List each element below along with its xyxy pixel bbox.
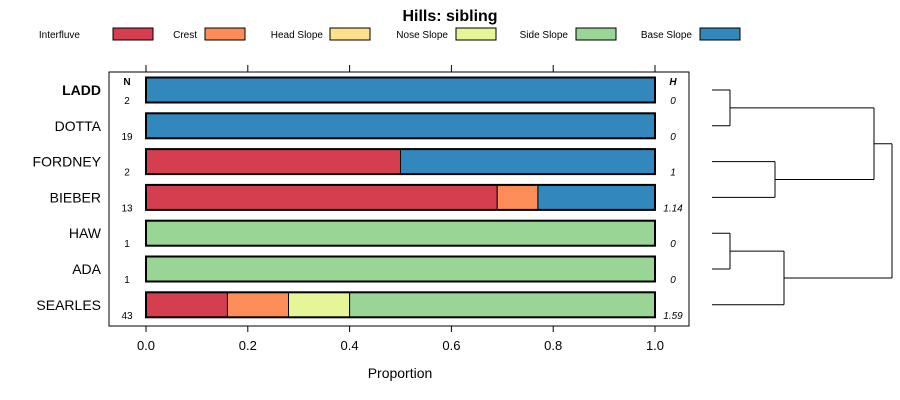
h-value-6: 1.59 <box>663 311 683 322</box>
n-value-2: 2 <box>124 168 130 179</box>
legend-label-1: Crest <box>173 30 197 41</box>
n-value-4: 1 <box>124 239 130 250</box>
bar-fordney-0 <box>145 148 401 175</box>
bar-rows: LADD 2 0 DOTTA 19 0 FORDNEY 2 1 BIEBER 13 1.14 HAW 1 0… <box>33 76 683 322</box>
bar-fordney-5 <box>400 148 656 175</box>
x-axis: 0.0 0.2 0.4 0.6 0.8 1.0 <box>137 65 664 353</box>
bar-searles-3 <box>288 291 351 318</box>
bar-outline-6 <box>145 291 656 319</box>
legend-label-4: Side Slope <box>520 30 569 41</box>
bar-haw-4 <box>145 220 656 247</box>
bar-dotta-5 <box>145 112 656 139</box>
dendrogram <box>712 89 893 306</box>
h-value-0: 0 <box>670 96 676 107</box>
x-tick-label-3: 0.6 <box>442 338 460 353</box>
legend-swatch-3 <box>455 27 497 41</box>
bar-searles-0 <box>145 291 228 318</box>
legend-swatch-0 <box>112 27 154 41</box>
n-value-6: 43 <box>121 311 133 322</box>
category-label-5: ADA <box>72 261 101 277</box>
bar-outline-2 <box>145 148 656 176</box>
legend-label-0: Interfluve <box>39 30 81 41</box>
n-value-0: 2 <box>124 96 130 107</box>
bar-outline-1 <box>145 112 656 140</box>
x-tick-label-2: 0.4 <box>341 338 359 353</box>
h-value-4: 0 <box>670 239 676 250</box>
legend-swatch-4 <box>575 27 617 41</box>
legend-label-3: Nose Slope <box>396 30 448 41</box>
bar-outline-4 <box>145 219 656 247</box>
n-header: N <box>123 77 130 88</box>
plot-frame <box>108 71 690 327</box>
category-label-6: SEARLES <box>36 297 101 313</box>
bar-ada-4 <box>145 256 656 282</box>
legend: Interfluve Crest Head Slope Nose Slope Side … <box>39 27 741 41</box>
n-value-3: 13 <box>121 203 133 214</box>
h-value-5: 0 <box>670 275 676 286</box>
legend-swatch-1 <box>204 27 246 41</box>
h-header: H <box>669 77 677 88</box>
bar-bieber-1 <box>496 184 539 211</box>
h-value-2: 1 <box>670 168 676 179</box>
chart-title: Hills: sibling <box>402 8 497 25</box>
category-label-0: LADD <box>62 82 101 98</box>
legend-label-2: Head Slope <box>271 30 324 41</box>
n-value-5: 1 <box>124 275 130 286</box>
h-value-1: 0 <box>670 132 676 143</box>
bar-outline-5 <box>145 255 656 283</box>
legend-swatch-2 <box>329 27 371 41</box>
legend-swatch-5 <box>699 27 741 41</box>
bar-outline-3 <box>145 183 656 211</box>
x-tick-label-4: 0.8 <box>544 338 562 353</box>
category-label-3: BIEBER <box>50 189 101 205</box>
category-label-1: DOTTA <box>55 118 102 134</box>
bar-searles-4 <box>349 291 656 318</box>
bar-bieber-0 <box>145 184 498 211</box>
legend-label-5: Base Slope <box>641 30 693 41</box>
x-tick-label-5: 1.0 <box>646 338 664 353</box>
bar-searles-1 <box>226 291 290 318</box>
bar-outline-0 <box>145 76 656 104</box>
category-label-2: FORDNEY <box>33 154 102 170</box>
n-value-1: 19 <box>121 132 133 143</box>
x-tick-label-0: 0.0 <box>137 338 155 353</box>
x-tick-label-1: 0.2 <box>239 338 257 353</box>
bar-bieber-5 <box>537 184 656 211</box>
category-label-4: HAW <box>69 225 102 241</box>
x-axis-label: Proportion <box>368 365 433 381</box>
h-value-3: 1.14 <box>663 203 683 214</box>
bar-ladd-5 <box>145 77 656 103</box>
